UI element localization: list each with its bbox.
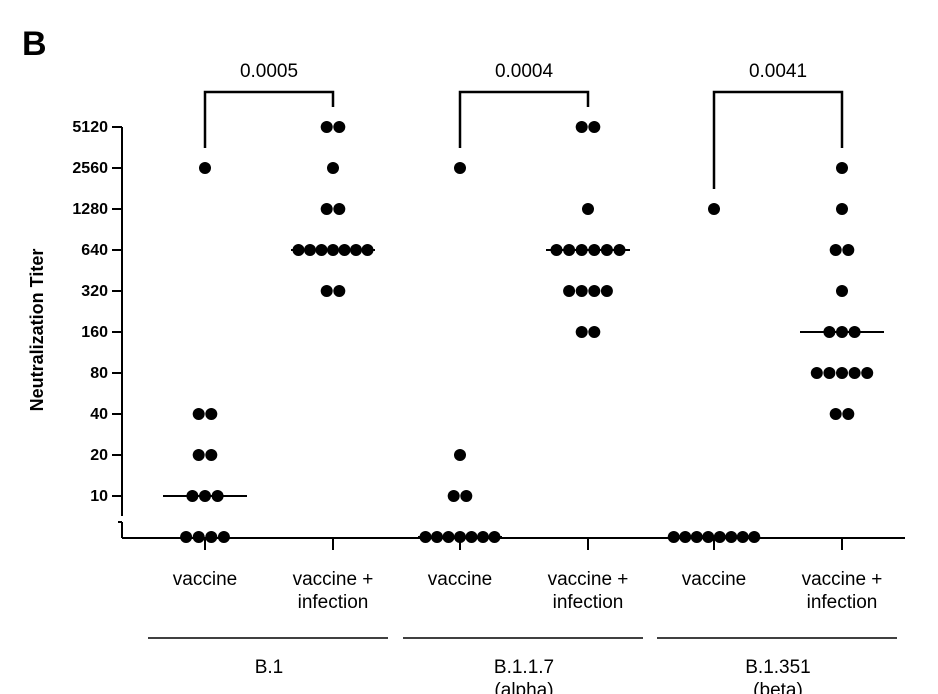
panel-label: B — [22, 25, 47, 63]
data-point — [199, 162, 211, 174]
data-point — [333, 203, 346, 215]
data-point — [460, 490, 473, 502]
data-point — [320, 285, 333, 297]
y-tick-label: 1280 — [72, 201, 108, 218]
data-point — [192, 531, 205, 543]
data-point — [575, 285, 588, 297]
data-point — [575, 326, 588, 338]
y-tick-label: 20 — [90, 447, 108, 464]
data-point — [454, 449, 466, 461]
y-tick-label: 40 — [90, 406, 108, 423]
data-point — [320, 203, 333, 215]
data-point — [600, 285, 613, 297]
x-tick-label: vaccine + infection — [292, 569, 374, 613]
data-point — [588, 326, 601, 338]
data-point — [823, 367, 836, 379]
y-tick-label: 160 — [81, 324, 108, 341]
data-point — [333, 285, 346, 297]
y-axis-label: Neutralization Titer — [27, 249, 47, 412]
data-point — [708, 203, 720, 215]
data-point — [582, 203, 594, 215]
data-point — [320, 121, 333, 133]
data-point — [848, 367, 861, 379]
significance-bracket — [712, 90, 844, 189]
data-point — [180, 531, 193, 543]
y-tick-label: 320 — [81, 283, 108, 300]
x-tick-label: vaccine — [681, 569, 747, 590]
data-point — [836, 367, 848, 379]
group-label: B.1 — [254, 657, 284, 678]
p-value: 0.0004 — [495, 61, 554, 82]
data-point — [810, 367, 823, 379]
x-tick-label: vaccine + infection — [547, 569, 629, 613]
data-point — [829, 408, 842, 420]
group-label: B.1.1.7 (alpha) — [493, 657, 555, 694]
x-tick-label: vaccine — [172, 569, 238, 590]
p-value: 0.0041 — [749, 61, 807, 82]
data-point — [588, 121, 601, 133]
data-point — [829, 244, 842, 256]
data-point — [861, 367, 874, 379]
data-point — [575, 121, 588, 133]
data-point — [205, 449, 218, 461]
data-point — [563, 285, 576, 297]
significance-bracket — [203, 90, 335, 148]
y-tick-label: 640 — [81, 242, 108, 259]
group-label: B.1.351 (beta) — [745, 657, 811, 694]
y-tick-label: 80 — [90, 365, 108, 382]
data-point — [205, 408, 218, 420]
data-point — [588, 285, 601, 297]
significance-bracket — [458, 90, 590, 148]
y-tick-label: 10 — [90, 488, 108, 505]
data-point — [842, 244, 855, 256]
data-point — [842, 408, 855, 420]
data-point — [447, 490, 460, 502]
y-tick-label: 5120 — [72, 119, 108, 136]
x-tick-label: vaccine — [427, 569, 493, 590]
x-tick-label: vaccine + infection — [801, 569, 883, 613]
data-point — [192, 449, 205, 461]
data-point — [192, 408, 205, 420]
data-point — [205, 531, 218, 543]
data-point — [217, 531, 230, 543]
data-point — [454, 162, 466, 174]
data-point — [836, 162, 848, 174]
p-value: 0.0005 — [240, 61, 298, 82]
data-point — [333, 121, 346, 133]
data-point — [836, 203, 848, 215]
data-point — [836, 285, 848, 297]
y-tick-label: 2560 — [72, 160, 108, 177]
data-point — [327, 162, 339, 174]
